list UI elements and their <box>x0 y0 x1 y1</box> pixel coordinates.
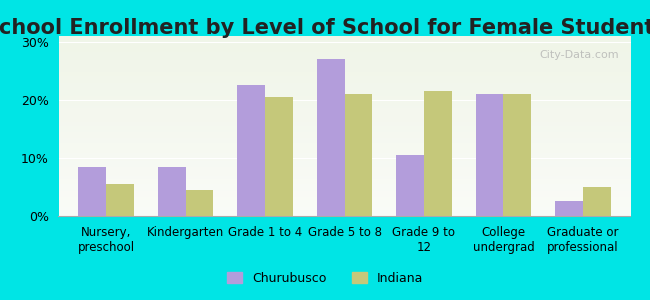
Bar <box>237 85 265 216</box>
Bar <box>555 202 583 216</box>
Bar <box>79 167 106 216</box>
Bar <box>265 97 293 216</box>
Bar <box>317 59 345 216</box>
Bar <box>503 94 531 216</box>
Bar <box>476 94 503 216</box>
Text: City-Data.com: City-Data.com <box>540 50 619 60</box>
Bar <box>424 91 452 216</box>
Bar <box>396 155 424 216</box>
Bar <box>158 167 186 216</box>
Bar <box>106 184 134 216</box>
Bar <box>344 94 372 216</box>
Bar <box>186 190 213 216</box>
Bar <box>583 187 610 216</box>
Text: School Enrollment by Level of School for Female Students: School Enrollment by Level of School for… <box>0 18 650 38</box>
Legend: Churubusco, Indiana: Churubusco, Indiana <box>221 265 429 291</box>
